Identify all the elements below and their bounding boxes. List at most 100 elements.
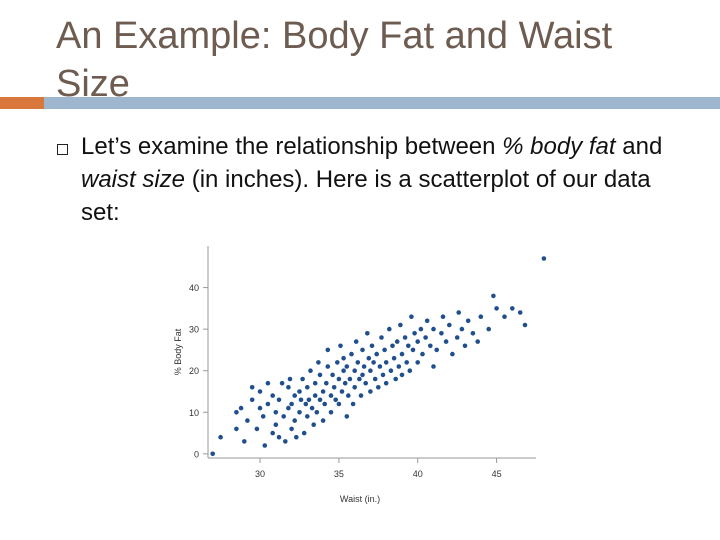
data-point — [349, 351, 354, 357]
title-rule-accent — [0, 97, 44, 109]
data-point — [350, 401, 356, 407]
data-point — [344, 364, 350, 369]
data-point — [305, 414, 310, 419]
data-point — [281, 414, 286, 419]
data-point — [333, 397, 338, 403]
data-point — [279, 380, 285, 386]
data-point — [374, 351, 379, 357]
data-point — [257, 389, 263, 394]
data-point — [234, 426, 239, 432]
data-point — [372, 376, 378, 382]
data-point — [369, 343, 375, 349]
data-point — [399, 351, 405, 357]
data-point — [439, 331, 444, 336]
x-tick-label: 40 — [413, 469, 423, 479]
data-point — [317, 397, 323, 403]
data-point — [431, 326, 436, 332]
data-point — [312, 380, 318, 386]
data-point — [276, 434, 282, 440]
data-point — [260, 414, 266, 419]
data-point — [249, 397, 255, 403]
data-point — [265, 401, 271, 407]
data-point — [292, 393, 297, 398]
data-point — [286, 405, 291, 411]
data-point — [342, 380, 348, 386]
data-point — [276, 397, 282, 403]
data-point — [289, 401, 294, 407]
data-point — [320, 389, 326, 394]
data-point — [270, 393, 275, 398]
data-point — [289, 426, 294, 432]
data-point — [320, 418, 326, 423]
data-point — [522, 322, 528, 328]
data-point — [409, 314, 414, 319]
data-point — [366, 355, 372, 361]
data-point — [346, 393, 351, 398]
data-point — [292, 418, 297, 423]
data-point — [393, 376, 398, 382]
y-axis-label: % Body Fat — [173, 328, 183, 375]
data-point — [305, 385, 310, 390]
data-point — [406, 343, 411, 349]
bullet-text-emphasis: waist size — [81, 166, 186, 193]
x-axis-label: Waist (in.) — [340, 494, 380, 504]
scatterplot: 0 10 20 30 40 30 35 40 45 Waist (in.) % Body Fat — [173, 246, 547, 504]
data-point — [440, 314, 446, 319]
data-point — [297, 389, 302, 394]
data-point — [380, 372, 386, 378]
data-point — [387, 326, 392, 332]
data-point — [478, 314, 484, 319]
data-point — [242, 439, 247, 444]
x-tick-label: 30 — [255, 469, 265, 479]
data-point — [336, 401, 342, 407]
data-point — [336, 376, 342, 382]
data-point — [407, 368, 413, 373]
data-point — [447, 322, 452, 328]
data-point — [218, 434, 223, 440]
data-point — [404, 360, 409, 365]
data-point — [360, 372, 365, 378]
data-point — [391, 355, 397, 361]
data-point — [368, 389, 373, 394]
data-point — [273, 410, 279, 415]
data-point — [331, 385, 337, 390]
data-point — [399, 372, 405, 378]
data-point — [361, 364, 367, 369]
bullet-square-icon — [57, 144, 68, 155]
data-point — [486, 326, 492, 332]
data-point — [428, 343, 433, 349]
data-point — [335, 360, 340, 365]
data-point — [325, 364, 331, 369]
y-tick-label: 0 — [194, 449, 199, 459]
x-tick-label: 45 — [492, 469, 502, 479]
data-point — [388, 368, 394, 373]
bullet-text-emphasis: % body fat — [502, 133, 616, 160]
data-point — [270, 430, 275, 436]
data-point — [298, 397, 304, 403]
data-point — [311, 422, 316, 427]
data-point — [257, 405, 263, 411]
data-point — [283, 439, 288, 444]
data-point — [358, 393, 364, 398]
data-point — [317, 372, 323, 378]
bullet-text: Let’s examine the relationship between %… — [81, 130, 681, 229]
data-point — [465, 318, 471, 324]
data-point — [502, 314, 507, 319]
y-tick-label: 10 — [189, 408, 199, 418]
data-point — [368, 368, 373, 373]
data-point — [418, 326, 424, 332]
data-point — [470, 331, 476, 336]
data-point — [510, 306, 515, 311]
data-point — [379, 335, 384, 340]
data-point — [330, 372, 335, 378]
data-point — [308, 368, 313, 373]
data-point — [265, 380, 271, 386]
data-point — [210, 451, 215, 457]
data-point — [312, 393, 318, 398]
data-point — [339, 389, 345, 394]
data-point — [456, 310, 462, 315]
data-point — [306, 397, 312, 403]
data-point — [450, 351, 455, 357]
data-point — [322, 401, 327, 407]
data-point — [382, 347, 387, 353]
